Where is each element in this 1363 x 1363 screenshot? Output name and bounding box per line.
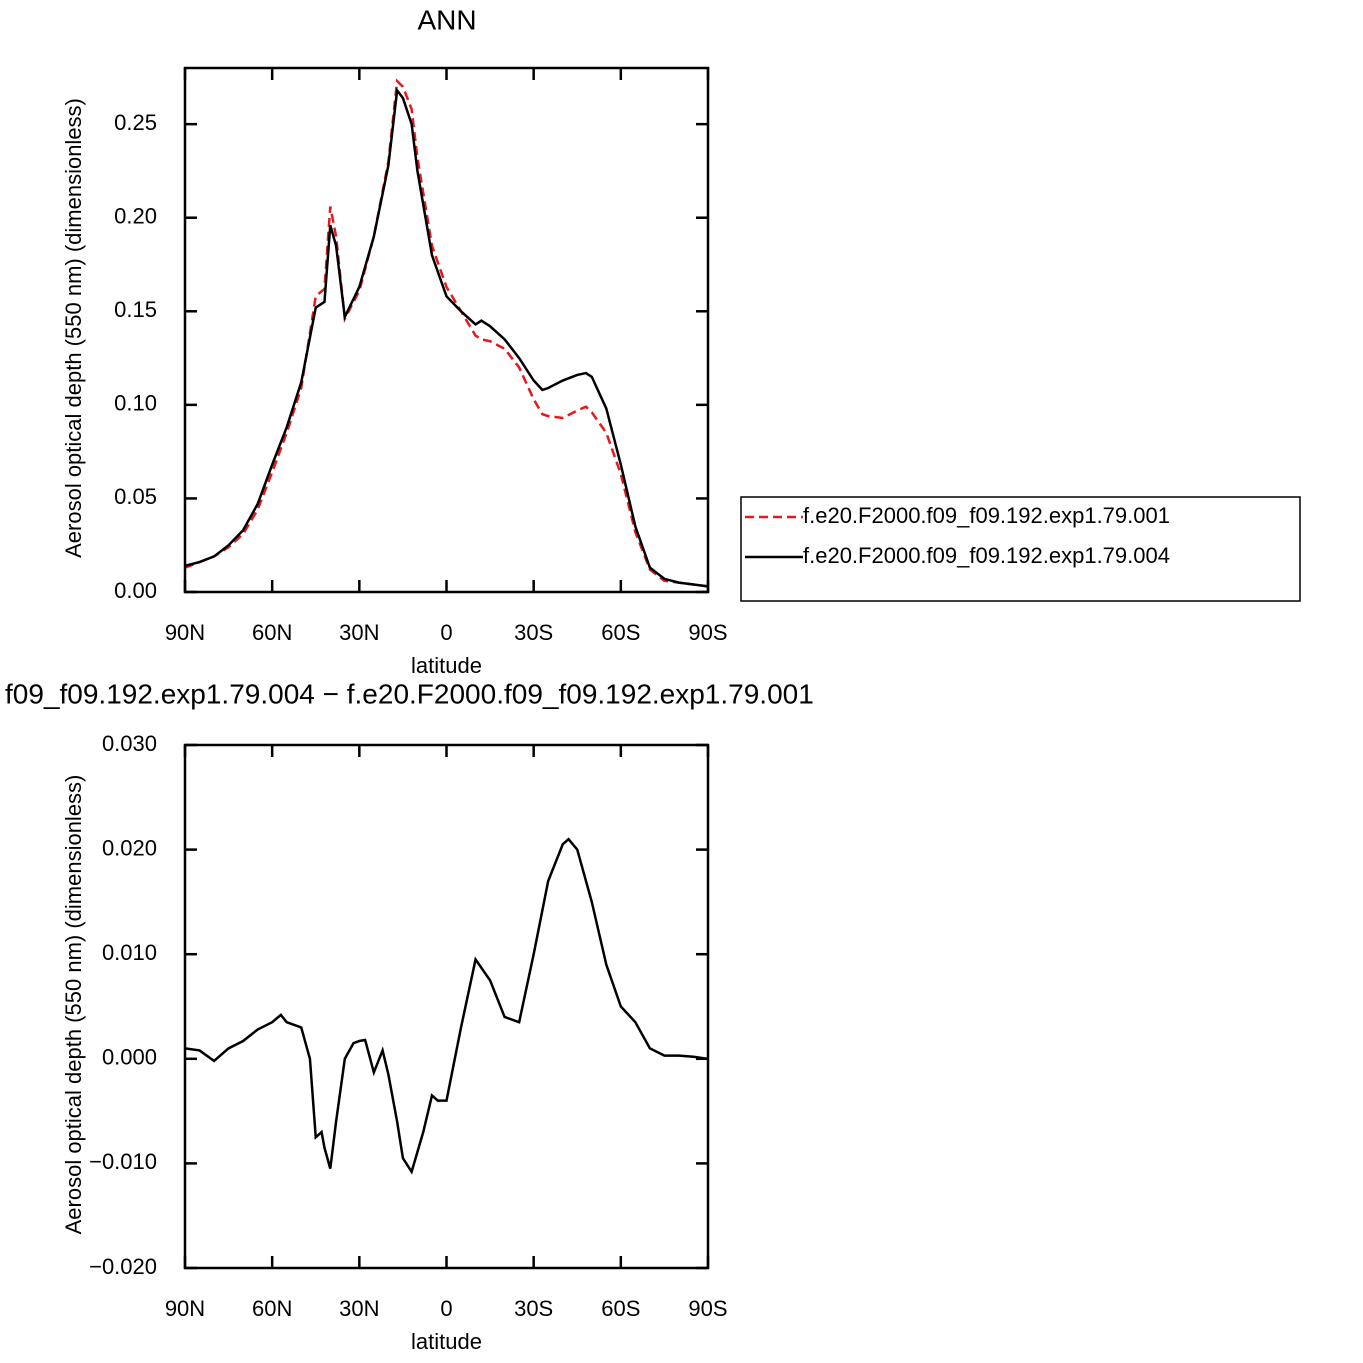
legend-box — [740, 496, 1301, 602]
x-tick-label: 60N — [252, 1296, 292, 1321]
chart-title: ANN — [417, 4, 476, 35]
x-tick-label: 90N — [165, 1296, 205, 1321]
y-tick-label: 0.000 — [102, 1045, 157, 1070]
y-axis-label: Aerosol optical depth (550 nm) (dimensio… — [61, 98, 86, 558]
x-tick-label: 90S — [688, 1296, 727, 1321]
x-tick-label: 90N — [165, 620, 205, 645]
x-tick-label: 0 — [440, 620, 452, 645]
x-tick-label: 60N — [252, 620, 292, 645]
y-tick-label: 0.00 — [114, 578, 157, 603]
plot-frame — [183, 743, 710, 1270]
x-tick-label: 30S — [514, 1296, 553, 1321]
legend-text: f.e20.F2000.f09_f09.192.exp1.79.004 — [803, 543, 1170, 568]
x-axis-label: latitude — [411, 1329, 482, 1354]
x-axis-label: latitude — [411, 653, 482, 678]
x-tick-label: 90S — [688, 620, 727, 645]
chart-title: f09_f09.192.exp1.79.004 − f.e20.F2000.f0… — [5, 678, 814, 709]
data-line — [184, 78, 709, 588]
y-tick-label: 0.010 — [102, 940, 157, 965]
y-tick-label: 0.10 — [114, 391, 157, 416]
y-tick-label: 0.030 — [102, 731, 157, 756]
x-tick-label: 30N — [339, 620, 379, 645]
y-axis-label: Aerosol optical depth (550 nm) (dimensio… — [61, 775, 86, 1235]
plot-frame — [183, 66, 710, 594]
y-tick-label: 0.05 — [114, 484, 157, 509]
y-tick-label: −0.020 — [89, 1254, 157, 1279]
x-tick-label: 0 — [440, 1296, 452, 1321]
x-tick-label: 30S — [514, 620, 553, 645]
x-tick-label: 60S — [601, 1296, 640, 1321]
data-line — [184, 837, 709, 1175]
y-tick-label: 0.020 — [102, 835, 157, 860]
y-tick-label: 0.20 — [114, 204, 157, 229]
x-tick-label: 60S — [601, 620, 640, 645]
y-tick-label: 0.25 — [114, 110, 157, 135]
legend-text: f.e20.F2000.f09_f09.192.exp1.79.001 — [803, 503, 1170, 528]
y-tick-label: 0.15 — [114, 297, 157, 322]
data-line — [184, 87, 709, 588]
x-tick-label: 30N — [339, 1296, 379, 1321]
y-tick-label: −0.010 — [89, 1149, 157, 1174]
